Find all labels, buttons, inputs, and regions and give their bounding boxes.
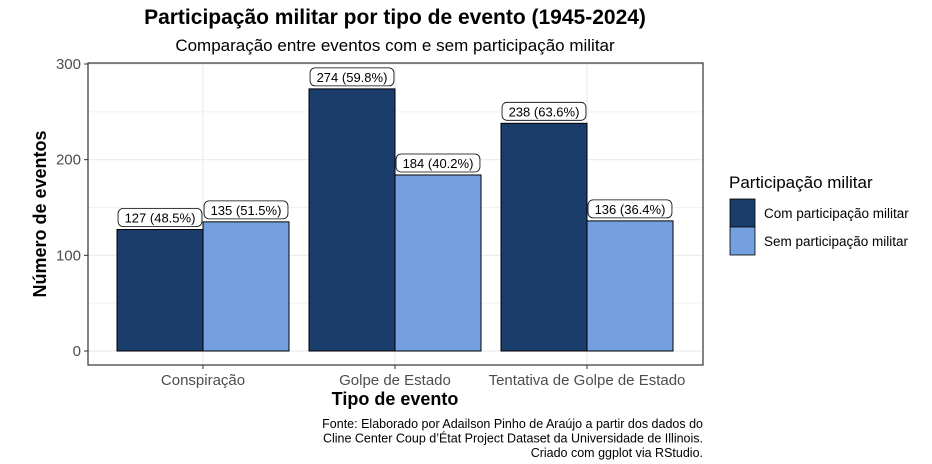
legend-label: Sem participação militar: [764, 234, 909, 249]
data-label: 127 (48.5%): [125, 211, 196, 226]
legend-swatch: [729, 198, 756, 228]
data-label: 238 (63.6%): [509, 104, 580, 119]
y-tick-label: 300: [56, 56, 81, 73]
data-label-box: [117, 208, 203, 227]
y-axis-title: Número de eventos: [30, 130, 50, 297]
data-label: 184 (40.2%): [403, 156, 474, 171]
chart-subtitle: Comparação entre eventos com e sem parti…: [175, 36, 615, 55]
legend-title: Participação militar: [729, 173, 873, 192]
data-label-box: [309, 67, 395, 87]
y-tick-label: 0: [73, 343, 81, 360]
x-tick-label: Tentativa de Golpe de Estado: [489, 372, 686, 389]
x-tick-label: Conspiração: [161, 372, 245, 389]
bar: [394, 174, 482, 352]
data-label: 274 (59.8%): [317, 70, 388, 85]
bar: [116, 229, 204, 352]
legend-label: Com participação militar: [764, 206, 909, 221]
bar: [308, 88, 396, 352]
data-label: 135 (51.5%): [211, 203, 282, 218]
caption-line: Fonte: Elaborado por Adailson Pinho de A…: [322, 417, 703, 431]
bar: [500, 122, 588, 352]
data-label-box: [501, 101, 587, 121]
data-label-box: [395, 153, 481, 173]
x-axis-title: Tipo de evento: [332, 389, 459, 409]
legend-swatch: [729, 226, 756, 256]
y-tick-label: 100: [56, 247, 81, 264]
bar: [202, 221, 290, 352]
data-label-box: [587, 199, 673, 219]
bar: [586, 220, 674, 352]
caption-line: Criado com ggplot via RStudio.: [531, 446, 703, 460]
y-tick-label: 200: [56, 152, 81, 169]
caption-line: Cline Center Coup d’État Project Dataset…: [323, 431, 703, 446]
chart-title: Participação militar por tipo de evento …: [144, 6, 646, 29]
data-label-box: [203, 200, 289, 220]
data-label: 136 (36.4%): [595, 202, 666, 217]
x-tick-label: Golpe de Estado: [339, 372, 451, 389]
